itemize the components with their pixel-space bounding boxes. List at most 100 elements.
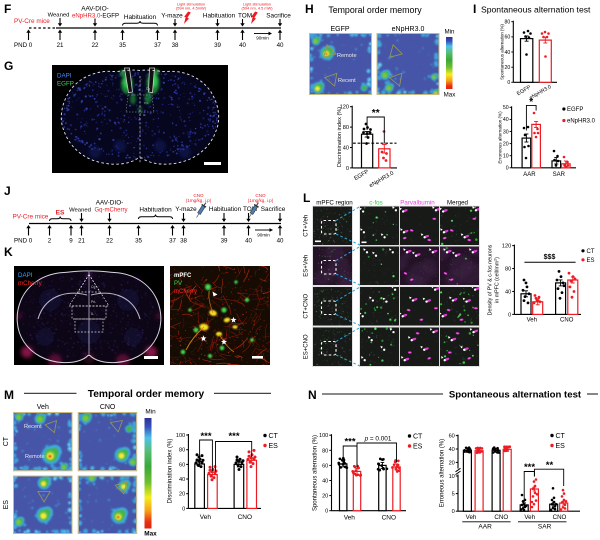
svg-text:80: 80 xyxy=(505,267,511,273)
svg-text:EGFP: EGFP xyxy=(330,26,349,33)
svg-text:IL: IL xyxy=(91,312,94,316)
svg-text:TOM: TOM xyxy=(243,206,257,213)
svg-text:ES+CNO: ES+CNO xyxy=(304,334,310,359)
svg-text:**: ** xyxy=(372,108,380,119)
svg-text:0: 0 xyxy=(507,80,510,86)
svg-text:39: 39 xyxy=(214,42,221,49)
svg-text:ES: ES xyxy=(56,210,65,217)
svg-text:Cg: Cg xyxy=(91,285,95,289)
svg-text:Habituation: Habituation xyxy=(203,13,236,20)
svg-text:Habituation: Habituation xyxy=(209,206,242,213)
svg-text:0: 0 xyxy=(452,509,455,515)
svg-text:(594 nm, 4.5 mW): (594 nm, 4.5 mW) xyxy=(241,6,273,11)
svg-text:CT: CT xyxy=(413,434,423,441)
svg-text:CNO: CNO xyxy=(560,318,574,324)
svg-text:SAR: SAR xyxy=(538,524,552,531)
svg-text:F: F xyxy=(4,2,11,16)
svg-text:J: J xyxy=(4,184,11,198)
svg-text:Parvalbumin: Parvalbumin xyxy=(400,200,435,207)
svg-text:mPFC region: mPFC region xyxy=(316,200,353,207)
svg-text:Y-maze: Y-maze xyxy=(175,206,197,213)
svg-text:40: 40 xyxy=(503,117,509,123)
svg-text:I: I xyxy=(473,2,476,16)
svg-text:Merged: Merged xyxy=(447,200,469,207)
svg-text:Light stimulation: Light stimulation xyxy=(177,2,205,7)
svg-text:PND 0: PND 0 xyxy=(14,238,33,245)
svg-text:2: 2 xyxy=(48,238,52,245)
svg-text:40: 40 xyxy=(449,447,455,453)
svg-text:eNpHR3.0-EGFP: eNpHR3.0-EGFP xyxy=(72,13,119,20)
svg-text:Recent: Recent xyxy=(24,424,42,430)
svg-text:***: *** xyxy=(200,431,211,442)
svg-text:Remote: Remote xyxy=(25,454,45,460)
svg-text:Spontaneous alternation (%): Spontaneous alternation (%) xyxy=(313,435,319,511)
svg-text:AAR: AAR xyxy=(523,172,536,178)
svg-text:Max: Max xyxy=(444,92,457,99)
svg-text:Veh: Veh xyxy=(524,514,535,521)
svg-text:0: 0 xyxy=(506,166,509,172)
svg-text:(1mg/kg, i.p): (1mg/kg, i.p) xyxy=(186,198,212,203)
svg-text:100: 100 xyxy=(319,433,328,439)
svg-text:EGFP: EGFP xyxy=(57,81,74,88)
svg-text:Density of PV & c-fos neurons: Density of PV & c-fos neurons xyxy=(488,244,494,315)
svg-text:22: 22 xyxy=(106,238,113,245)
svg-text:0: 0 xyxy=(346,166,349,172)
svg-text:35: 35 xyxy=(135,238,142,245)
svg-text:CNO: CNO xyxy=(553,514,567,521)
svg-text:ES: ES xyxy=(269,443,279,450)
svg-text:38: 38 xyxy=(172,42,179,49)
svg-text:Cg: Cg xyxy=(146,87,150,91)
svg-text:10: 10 xyxy=(449,474,455,480)
svg-text:DAPI: DAPI xyxy=(18,272,33,279)
svg-text:60: 60 xyxy=(179,462,185,468)
svg-text:Min: Min xyxy=(445,29,456,36)
svg-text:p = 0.001: p = 0.001 xyxy=(364,436,392,443)
svg-text:0: 0 xyxy=(182,506,185,512)
svg-text:Spontaneous alternation test: Spontaneous alternation test xyxy=(449,390,582,401)
svg-text:G: G xyxy=(4,59,13,73)
svg-text:38: 38 xyxy=(180,238,187,245)
svg-text:ES: ES xyxy=(556,443,566,450)
svg-text:in mPFC (cell/mm2): in mPFC (cell/mm2) xyxy=(494,257,501,303)
svg-text:EGFP: EGFP xyxy=(567,107,583,113)
svg-text:80: 80 xyxy=(179,448,185,454)
svg-text:PrL: PrL xyxy=(144,101,149,105)
svg-text:(1mg/kg, i.p): (1mg/kg, i.p) xyxy=(248,198,274,203)
svg-text:80: 80 xyxy=(505,20,511,26)
svg-text:Veh: Veh xyxy=(466,514,477,521)
svg-text:eNpHR3.0: eNpHR3.0 xyxy=(567,119,596,125)
svg-text:H: H xyxy=(305,2,314,16)
svg-text:CT: CT xyxy=(556,433,566,440)
svg-text:21: 21 xyxy=(57,42,64,49)
svg-text:39: 39 xyxy=(221,238,228,245)
svg-text:Light stimulation: Light stimulation xyxy=(243,2,271,7)
svg-text:Y-maze: Y-maze xyxy=(161,13,183,20)
svg-text:0: 0 xyxy=(325,509,328,515)
svg-text:100: 100 xyxy=(176,433,185,439)
svg-text:Recent: Recent xyxy=(338,78,356,84)
svg-text:37: 37 xyxy=(169,238,176,245)
svg-text:N: N xyxy=(308,388,317,402)
svg-text:Remote: Remote xyxy=(337,53,357,59)
svg-text:CNO: CNO xyxy=(238,514,252,521)
svg-text:ES: ES xyxy=(3,500,10,510)
svg-text:mCherry: mCherry xyxy=(174,289,197,295)
svg-text:ES: ES xyxy=(587,258,595,264)
svg-text:DAPI: DAPI xyxy=(57,73,72,80)
svg-text:60: 60 xyxy=(322,463,328,469)
svg-text:Erroneous alternation (%): Erroneous alternation (%) xyxy=(440,439,446,507)
svg-text:20: 20 xyxy=(505,65,511,71)
svg-text:Veh: Veh xyxy=(527,318,537,324)
svg-text:ES+Veh: ES+Veh xyxy=(304,255,310,277)
svg-text:5: 5 xyxy=(452,492,455,498)
svg-text:Weaned: Weaned xyxy=(48,13,70,19)
svg-text:Erroneous alternation (%): Erroneous alternation (%) xyxy=(498,111,503,164)
svg-text:M: M xyxy=(4,388,14,402)
svg-text:CT: CT xyxy=(269,433,279,440)
svg-text:c-fos: c-fos xyxy=(369,200,382,207)
svg-text:IL: IL xyxy=(143,113,146,117)
svg-text:Veh: Veh xyxy=(37,404,49,411)
svg-text:120: 120 xyxy=(340,105,349,111)
svg-text:L: L xyxy=(303,191,310,205)
svg-text:eNpHR3.0: eNpHR3.0 xyxy=(392,26,425,33)
